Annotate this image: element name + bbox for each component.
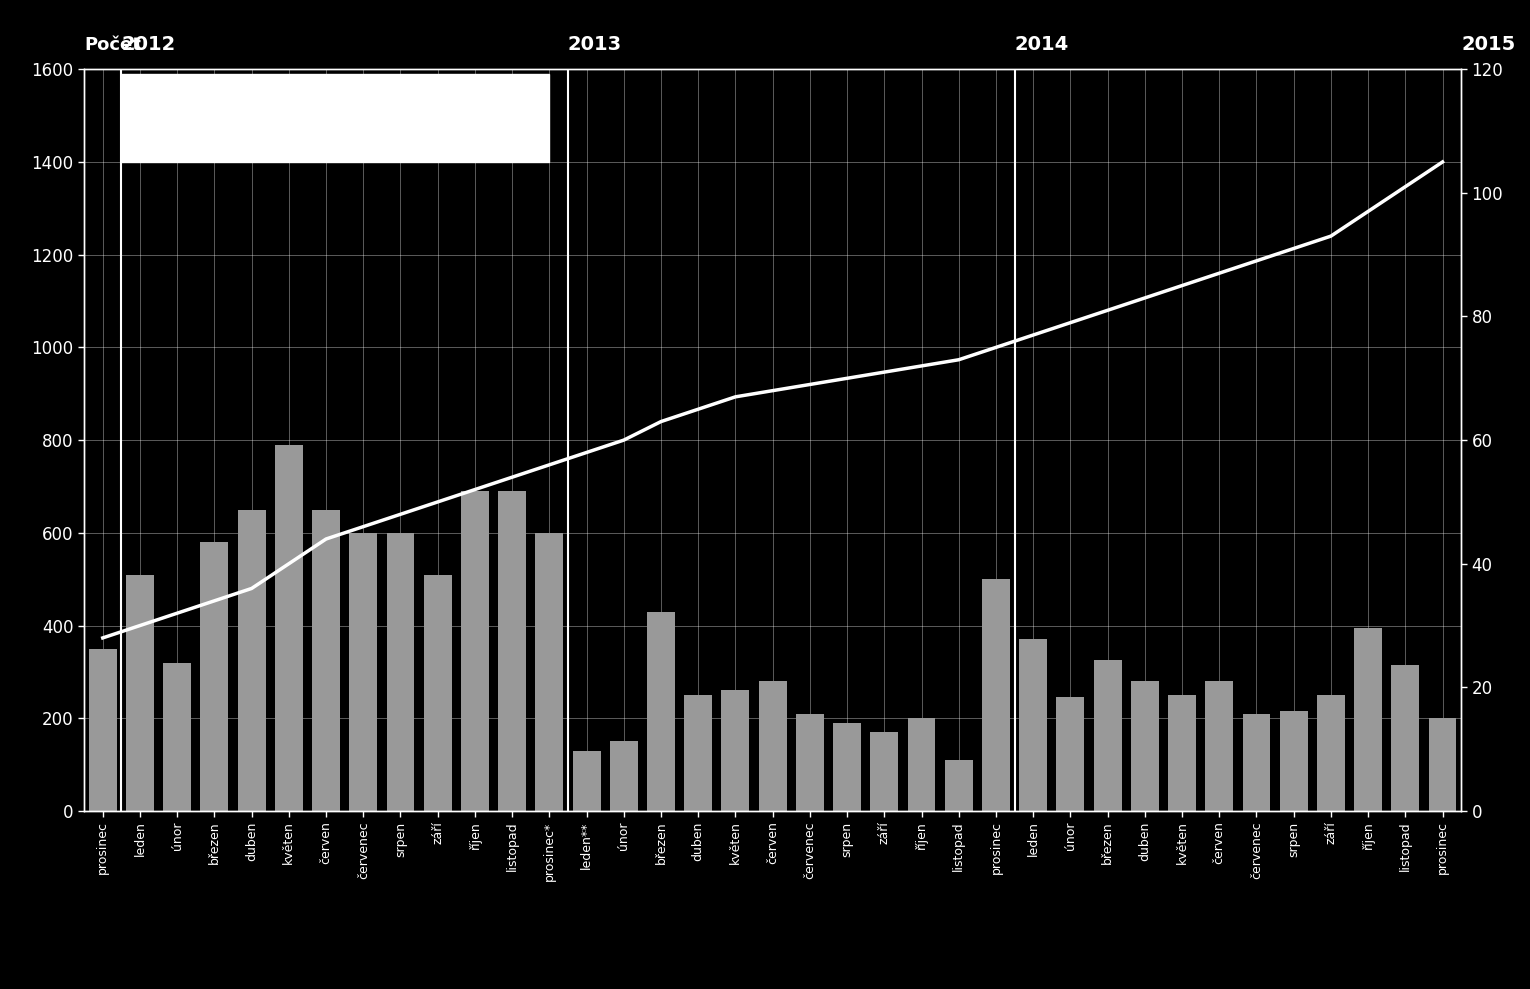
Bar — [1019, 640, 1047, 811]
Bar — [1354, 628, 1382, 811]
Bar — [1094, 661, 1121, 811]
Bar — [424, 575, 451, 811]
Bar — [944, 760, 973, 811]
Text: 2012: 2012 — [121, 36, 176, 54]
Bar — [982, 580, 1010, 811]
Bar — [871, 732, 898, 811]
Text: 2013: 2013 — [568, 36, 623, 54]
Bar — [647, 611, 675, 811]
Bar — [1242, 714, 1270, 811]
Bar — [572, 751, 600, 811]
Bar — [759, 681, 786, 811]
Bar — [200, 542, 228, 811]
Bar — [275, 445, 303, 811]
Bar — [1206, 681, 1233, 811]
Text: Počet: Počet — [84, 37, 141, 54]
Bar — [89, 649, 116, 811]
Bar — [387, 533, 415, 811]
Bar — [610, 742, 638, 811]
Bar — [907, 718, 935, 811]
Bar — [1279, 711, 1308, 811]
Bar — [684, 695, 711, 811]
Bar — [722, 690, 750, 811]
Bar — [1167, 695, 1196, 811]
Bar — [461, 492, 490, 811]
Bar — [796, 714, 823, 811]
Bar — [237, 509, 266, 811]
Bar — [1131, 681, 1158, 811]
Text: 2015: 2015 — [1461, 36, 1515, 54]
Bar — [1056, 697, 1085, 811]
Bar — [536, 533, 563, 811]
Bar — [164, 663, 191, 811]
Bar — [1317, 695, 1345, 811]
Bar — [1429, 718, 1457, 811]
Bar — [349, 533, 378, 811]
Bar — [125, 575, 155, 811]
Bar — [499, 492, 526, 811]
Bar — [834, 723, 861, 811]
Bar — [1391, 665, 1420, 811]
Text: 2014: 2014 — [1014, 36, 1069, 54]
Bar — [312, 509, 340, 811]
Bar — [121, 74, 549, 162]
